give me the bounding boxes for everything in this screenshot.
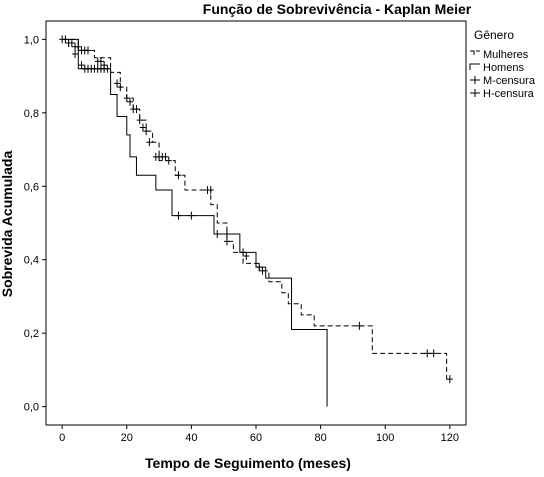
y-tick-label: 0,6 xyxy=(24,181,39,193)
censor-mark-m-censura xyxy=(136,116,143,125)
y-tick-label: 0,2 xyxy=(24,328,39,340)
legend-label: M-censura xyxy=(483,75,536,87)
legend-swatch-homens xyxy=(469,63,480,70)
x-axis-label: Tempo de Seguimento (meses) xyxy=(145,455,351,471)
censor-mark-m-censura xyxy=(207,185,214,194)
x-tick-label: 100 xyxy=(376,432,394,444)
legend-label: H-censura xyxy=(483,88,535,100)
x-tick-label: 80 xyxy=(314,432,326,444)
censor-mark-m-censura xyxy=(139,123,146,132)
x-tick-label: 20 xyxy=(121,432,133,444)
legend-title: Gênero xyxy=(474,28,514,42)
censor-mark-m-censura xyxy=(85,46,91,55)
y-tick-label: 0,4 xyxy=(24,255,39,267)
y-axis-ticks: 0,0 0,2 0,4 0,6 0,8 1,0 xyxy=(24,34,46,414)
censor-mark-m-censura xyxy=(146,138,153,147)
legend-label: Homens xyxy=(483,62,524,74)
censor-layer xyxy=(59,35,453,384)
y-tick-label: 1,0 xyxy=(24,34,39,46)
censor-mark-m-censura xyxy=(143,127,150,136)
x-axis-ticks: 0 20 40 60 80 100 120 xyxy=(59,425,459,444)
censor-mark-m-censura xyxy=(62,35,69,44)
x-tick-label: 0 xyxy=(59,432,65,444)
censor-mark-m-censura xyxy=(133,105,140,114)
x-tick-label: 60 xyxy=(250,432,262,444)
censor-mark-m-censura xyxy=(114,79,121,88)
censor-mark-m-censura xyxy=(446,375,453,384)
censor-mark-m-censura xyxy=(123,94,130,103)
censor-mark-h-censura xyxy=(188,211,195,220)
censor-mark-m-censura xyxy=(75,42,82,51)
censor-mark-m-censura xyxy=(223,237,230,246)
censor-mark-h-censura xyxy=(223,230,230,239)
censor-mark-m-censura xyxy=(424,349,431,358)
censor-mark-h-censura xyxy=(214,230,221,239)
censor-mark-m-censura xyxy=(127,97,133,106)
censor-mark-m-censura xyxy=(162,152,169,161)
censor-mark-m-censura xyxy=(259,266,266,275)
x-tick-label: 40 xyxy=(185,432,197,444)
censor-mark-h-censura xyxy=(256,263,263,272)
censor-mark-h-censura xyxy=(243,252,250,261)
censor-mark-h-censura xyxy=(104,64,111,73)
series-layer xyxy=(62,38,450,407)
censor-mark-m-censura xyxy=(356,321,363,330)
censor-mark-m-censura xyxy=(240,248,247,257)
survival-curve-homens xyxy=(62,38,328,407)
censor-mark-m-censura xyxy=(175,171,182,180)
censor-mark-h-censura xyxy=(175,211,182,220)
chart-title: Função de Sobrevivência - Kaplan Meier xyxy=(203,1,472,17)
censor-mark-m-censura xyxy=(165,156,172,165)
plot-frame xyxy=(45,20,467,426)
legend-swatch-mulheres xyxy=(470,50,480,55)
x-tick-label: 120 xyxy=(441,432,459,444)
censor-mark-m-censura xyxy=(117,83,124,92)
y-axis-label: Sobrevida Acumulada xyxy=(0,151,15,298)
censor-mark-m-censura xyxy=(97,57,104,66)
censor-mark-h-censura xyxy=(72,50,79,59)
survival-curve-mulheres xyxy=(62,38,450,380)
y-tick-label: 0,0 xyxy=(24,402,39,414)
censor-mark-h-censura xyxy=(65,39,72,48)
legend-label: Mulheres xyxy=(483,49,529,61)
legend-swatch-m-censura xyxy=(470,76,480,84)
censor-mark-m-censura xyxy=(430,349,437,358)
y-tick-label: 0,8 xyxy=(24,108,39,120)
censor-mark-h-censura xyxy=(78,61,85,70)
legend-swatch-h-censura xyxy=(470,89,480,97)
